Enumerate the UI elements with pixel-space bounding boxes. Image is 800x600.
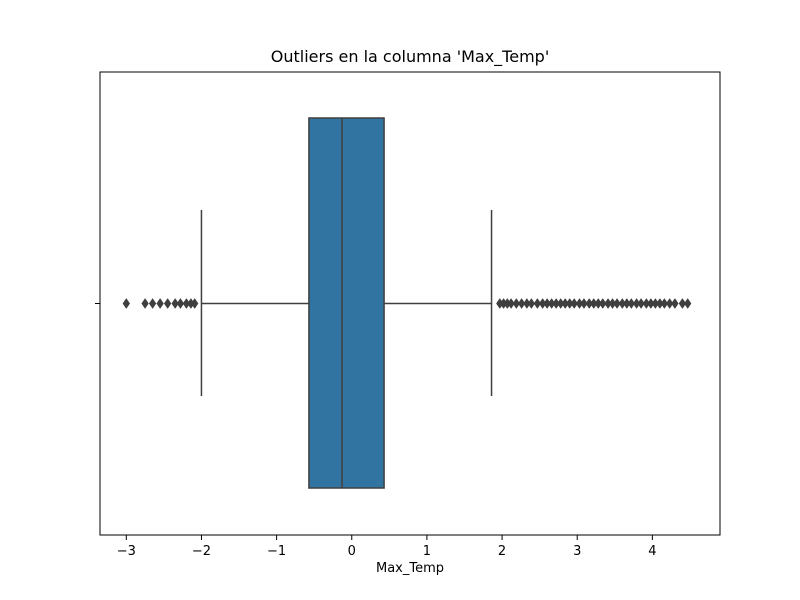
outlier-point	[512, 298, 521, 309]
outlier-point	[671, 298, 679, 309]
outlier-point	[533, 298, 542, 309]
x-tick-label: 0	[348, 544, 356, 559]
outlier-point	[141, 298, 149, 309]
x-tick-label: 4	[648, 544, 656, 559]
outlier-point	[156, 298, 164, 309]
x-tick-label: 3	[573, 544, 581, 559]
outlier-point	[190, 298, 199, 309]
iqr-box	[308, 117, 385, 489]
outlier-point	[570, 298, 578, 309]
outlier-point	[665, 298, 674, 309]
outlier-point	[507, 298, 515, 309]
outlier-point	[660, 298, 669, 309]
x-tick-label: −2	[192, 544, 211, 559]
x-tick-label: −1	[267, 544, 286, 559]
x-axis-label: Max_Temp	[375, 561, 445, 576]
outlier-point	[678, 298, 687, 309]
outlier-point	[517, 298, 526, 309]
outlier-point	[613, 298, 621, 309]
chart-title: Outliers en la columna 'Max_Temp'	[270, 47, 550, 66]
outlier-point	[171, 298, 179, 309]
outlier-point	[637, 298, 645, 309]
outlier-point	[148, 298, 157, 309]
x-tick-label: 2	[498, 544, 506, 559]
outlier-point	[527, 298, 536, 309]
x-tick-label: 1	[423, 544, 431, 559]
outlier-point	[163, 298, 172, 309]
outlier-point	[580, 298, 588, 309]
x-tick-label: −3	[117, 544, 136, 559]
outlier-point	[627, 298, 636, 309]
outlier-point	[122, 298, 131, 309]
outlier-point	[176, 298, 185, 309]
outlier-point	[599, 298, 607, 309]
outlier-point	[683, 298, 692, 309]
